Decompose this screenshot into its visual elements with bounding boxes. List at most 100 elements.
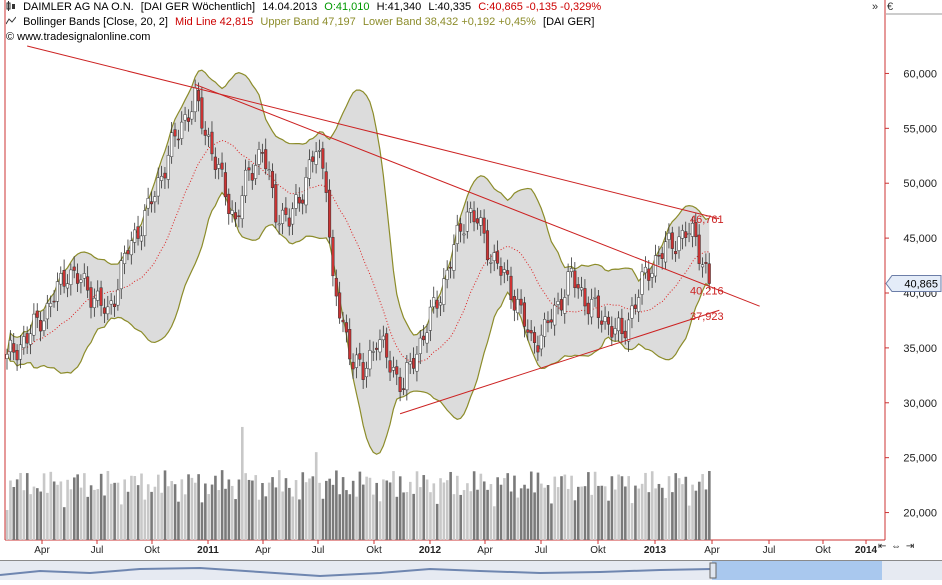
volume-bar bbox=[667, 476, 671, 540]
candle-body bbox=[277, 223, 281, 226]
trendline-rising-support bbox=[399, 309, 720, 415]
candle bbox=[203, 121, 207, 146]
candle-body bbox=[334, 277, 338, 297]
volume-bar bbox=[204, 483, 207, 540]
volume-bar bbox=[419, 487, 422, 540]
candle-body bbox=[79, 279, 83, 283]
x-tick-label: Jul bbox=[535, 545, 548, 556]
volume-bar bbox=[157, 474, 160, 540]
candle bbox=[62, 259, 66, 294]
candle bbox=[509, 266, 513, 309]
candle bbox=[700, 257, 705, 278]
volume-bar bbox=[341, 477, 345, 540]
volume-bar bbox=[513, 475, 516, 540]
candle-body bbox=[580, 287, 584, 291]
candle-body bbox=[217, 164, 221, 169]
candle bbox=[96, 280, 100, 308]
candle bbox=[381, 325, 385, 348]
candle-body bbox=[425, 332, 429, 344]
volume-bar bbox=[284, 478, 288, 540]
candle-body bbox=[35, 310, 39, 318]
volume-bar bbox=[382, 479, 385, 540]
candle-body bbox=[344, 322, 348, 333]
volume-bar bbox=[577, 486, 580, 540]
candle-body bbox=[247, 167, 251, 171]
candle-body bbox=[637, 297, 641, 312]
volume-bar bbox=[271, 477, 274, 540]
volume-bar bbox=[173, 484, 177, 540]
candle-body bbox=[559, 299, 563, 311]
x-tick-label: Jul bbox=[312, 545, 325, 556]
last-price-label: 40,865 bbox=[904, 279, 938, 291]
bollinger-mid-line bbox=[6, 139, 710, 364]
trendline-falling-line bbox=[194, 83, 760, 307]
candle-body bbox=[82, 273, 86, 279]
volume-bar bbox=[140, 473, 143, 540]
volume-bar bbox=[113, 482, 116, 540]
overview-scroller[interactable] bbox=[0, 560, 942, 580]
candle-body bbox=[388, 360, 392, 373]
candle-body bbox=[331, 237, 335, 277]
candle bbox=[590, 288, 594, 325]
volume-bar bbox=[476, 489, 479, 540]
candle bbox=[133, 222, 137, 254]
volume-bar bbox=[432, 483, 436, 540]
volume-bar bbox=[331, 484, 335, 540]
candle bbox=[506, 259, 510, 282]
volume-bar bbox=[550, 503, 553, 540]
candle bbox=[522, 296, 526, 338]
volume-bar bbox=[99, 473, 103, 540]
candle-body bbox=[536, 345, 540, 353]
candle-body bbox=[590, 299, 594, 318]
volume-bar bbox=[200, 502, 204, 540]
volume-bar bbox=[120, 504, 123, 540]
volume-bar bbox=[365, 476, 368, 540]
volume-bar bbox=[597, 485, 600, 540]
candle bbox=[331, 229, 335, 287]
candle bbox=[59, 266, 63, 295]
volume-bar bbox=[22, 490, 26, 540]
volume-bar bbox=[244, 473, 247, 540]
volume-bar bbox=[687, 505, 691, 540]
volume-bar bbox=[335, 470, 338, 540]
candle-body bbox=[92, 297, 96, 309]
candle bbox=[244, 159, 248, 203]
candle-body bbox=[610, 326, 614, 338]
candle bbox=[566, 263, 570, 306]
volume-bar bbox=[73, 477, 76, 540]
candle-body bbox=[314, 151, 318, 165]
candle bbox=[99, 280, 103, 317]
x-tick-label: 2011 bbox=[197, 545, 219, 556]
candle bbox=[633, 293, 637, 315]
candle-body bbox=[176, 138, 180, 141]
volume-bar bbox=[445, 480, 449, 540]
candle bbox=[348, 318, 352, 366]
volume-bar bbox=[600, 485, 604, 540]
candle bbox=[647, 260, 651, 291]
candle bbox=[200, 86, 204, 135]
volume-bar bbox=[298, 499, 301, 540]
candle-body bbox=[358, 353, 362, 360]
candle-body bbox=[697, 234, 701, 264]
candle bbox=[112, 295, 117, 317]
candle-body bbox=[603, 316, 607, 322]
candle bbox=[596, 290, 600, 329]
volume-bar bbox=[573, 500, 577, 540]
candle bbox=[627, 312, 631, 352]
candle bbox=[153, 191, 157, 213]
candle bbox=[361, 352, 365, 389]
candle-body bbox=[522, 302, 526, 327]
candle-body bbox=[408, 361, 412, 365]
volume-bar bbox=[177, 501, 180, 540]
candle bbox=[210, 121, 214, 161]
candle-body bbox=[627, 319, 631, 342]
volume-bar bbox=[210, 484, 214, 540]
scroll-right-button[interactable]: » bbox=[871, 1, 879, 13]
volume-bar bbox=[338, 494, 342, 540]
time-navigation-buttons[interactable]: ⇤ ⇔ ⇥ bbox=[878, 541, 916, 552]
candle bbox=[341, 311, 345, 333]
volume-bar bbox=[560, 476, 563, 540]
candle-body bbox=[465, 211, 469, 232]
candle bbox=[18, 335, 22, 369]
